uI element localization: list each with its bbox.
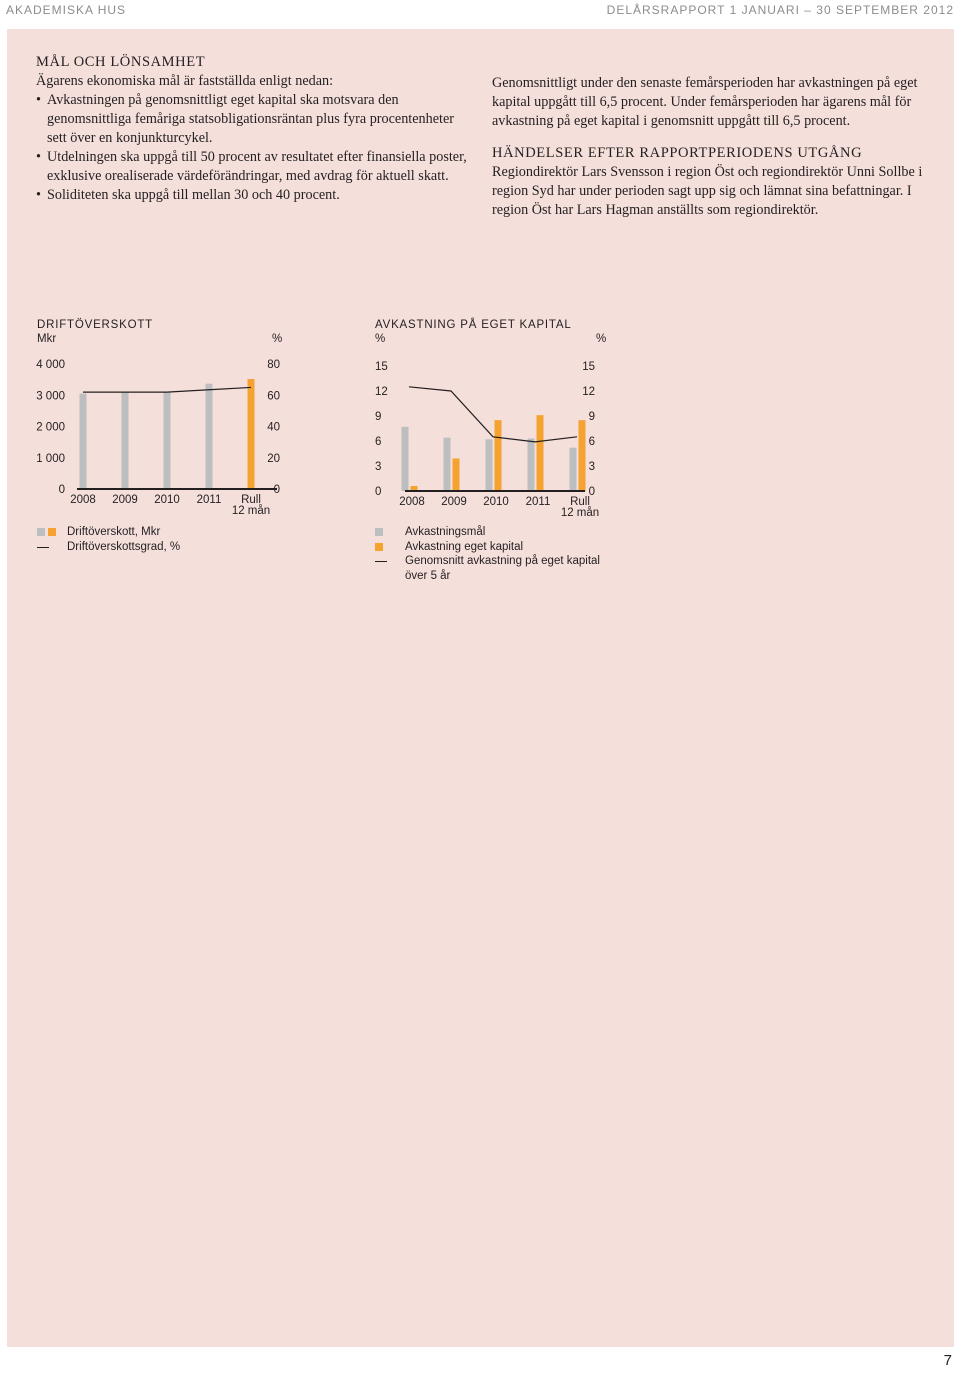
- category-label: 2011: [197, 494, 222, 506]
- category-label: Rull: [241, 494, 261, 506]
- left-tick-label: 3: [375, 461, 381, 473]
- left-axis-unit: Mkr: [37, 333, 57, 345]
- legend-swatch-orange: [48, 528, 56, 536]
- bar-return-equity: [452, 458, 460, 491]
- legend-item-average: Genomsnitt avkastning på eget kapital: [375, 554, 600, 569]
- bar-return-equity: [536, 415, 544, 491]
- bar-operating-surplus: [247, 379, 255, 489]
- left-tick-label: 0: [59, 484, 65, 496]
- category-label: 2008: [399, 496, 425, 508]
- bar-return-target: [443, 437, 451, 491]
- legend-item-line: Driftöverskottsgrad, %: [37, 540, 180, 555]
- legend-item-target: Avkastningsmål: [375, 525, 600, 540]
- header-company: AKADEMISKA HUS: [6, 3, 127, 17]
- left-tick-label: 15: [375, 361, 388, 373]
- bar-operating-surplus: [205, 383, 213, 489]
- events-section: Genomsnittligt under den senaste femårsp…: [492, 74, 932, 220]
- legend-swatch-gray: [375, 528, 383, 536]
- goals-bullet: Utdelningen ska uppgå till 50 procent av…: [36, 148, 472, 186]
- legend-swatch-line: [37, 546, 49, 548]
- bar-return-equity: [410, 486, 418, 491]
- legend-swatch-line: [375, 561, 387, 562]
- left-axis-unit: %: [375, 333, 386, 345]
- category-label: 2008: [70, 494, 96, 506]
- left-tick-label: 4 000: [36, 359, 65, 371]
- bar-return-target: [569, 447, 577, 491]
- left-tick-label: 2 000: [36, 422, 65, 434]
- right-tick-label: 40: [267, 422, 280, 434]
- chart-title: AVKASTNING PÅ EGET KAPITAL: [375, 319, 572, 331]
- right-tick-label: 0: [589, 486, 595, 498]
- return-on-equity-chart: AVKASTNING PÅ EGET KAPITAL % % 0 3 6 9 12 15 0…: [375, 319, 625, 589]
- right-tick-label: 6: [589, 436, 595, 448]
- left-tick-label: 1 000: [36, 453, 65, 465]
- chart-legend: Driftöverskott, Mkr Driftöverskottsgrad,…: [37, 525, 180, 554]
- goals-section: MÅL OCH LÖNSAMHET Ägarens ekonomiska mål…: [36, 52, 472, 205]
- events-paragraph: Regiondirektör Lars Svensson i region Ös…: [492, 164, 923, 218]
- operating-surplus-chart: DRIFTÖVERSKOTT Mkr % 0 1 000 2 000 3 000 4 0…: [36, 319, 287, 559]
- right-tick-label: 20: [267, 453, 280, 465]
- category-label: 12 mån: [561, 507, 599, 519]
- legend-swatch-gray: [37, 528, 45, 536]
- category-label: 2009: [441, 496, 467, 508]
- legend-item-return: Avkastning eget kapital: [375, 540, 600, 555]
- line-average-return: [408, 386, 578, 443]
- category-label: 12 mån: [232, 505, 270, 517]
- legend-label: Avkastningsmål: [405, 526, 486, 538]
- return-paragraph: Genomsnittligt under den senaste femårsp…: [492, 75, 918, 129]
- right-axis-unit: %: [272, 333, 283, 345]
- chart-title: DRIFTÖVERSKOTT: [37, 319, 153, 331]
- goals-list: Avkastningen på genomsnittligt eget kapi…: [36, 91, 472, 205]
- content-panel: [7, 29, 954, 1347]
- category-label: Rull: [570, 496, 590, 508]
- right-tick-label: 80: [267, 359, 280, 371]
- left-tick-label: 0: [375, 486, 381, 498]
- category-label: 2009: [112, 494, 138, 506]
- left-tick-label: 9: [375, 411, 381, 423]
- legend-label: Genomsnitt avkastning på eget kapital: [405, 555, 600, 567]
- goals-bullet: Avkastningen på genomsnittligt eget kapi…: [36, 91, 472, 148]
- header-report-title: DELÅRSRAPPORT 1 JANUARI – 30 SEPTEMBER 2…: [606, 3, 954, 17]
- left-tick-label: 12: [375, 386, 388, 398]
- events-heading: HÄNDELSER EFTER RAPPORTPERIODENS UTGÅNG: [492, 145, 863, 161]
- legend-label: Driftöverskott, Mkr: [67, 526, 161, 538]
- right-tick-label: 12: [582, 386, 595, 398]
- goals-heading: MÅL OCH LÖNSAMHET: [36, 54, 206, 70]
- category-label: 2010: [154, 494, 180, 506]
- bar-operating-surplus: [121, 392, 129, 489]
- right-tick-label: 60: [267, 390, 280, 402]
- goals-bullet: Soliditeten ska uppgå till mellan 30 och…: [36, 186, 472, 205]
- bar-return-equity: [578, 420, 586, 491]
- right-tick-label: 3: [589, 461, 595, 473]
- category-label: 2010: [483, 496, 509, 508]
- right-tick-label: 9: [589, 411, 595, 423]
- bar-return-target: [485, 439, 493, 491]
- line-operating-margin: [83, 386, 252, 393]
- legend-label: Driftöverskottsgrad, %: [67, 540, 181, 553]
- right-tick-label: 15: [582, 361, 595, 373]
- goals-intro: Ägarens ekonomiska mål är fastställda en…: [36, 73, 334, 89]
- page-number: 7: [943, 1352, 952, 1369]
- left-tick-label: 6: [375, 436, 381, 448]
- bar-return-target: [401, 426, 409, 491]
- left-tick-label: 3 000: [36, 390, 65, 402]
- bar-operating-surplus: [163, 392, 171, 489]
- right-axis-unit: %: [596, 333, 607, 345]
- chart-legend: Avkastningsmål Avkastning eget kapital G…: [375, 525, 600, 583]
- legend-item-bars: Driftöverskott, Mkr: [37, 525, 180, 540]
- bar-return-equity: [494, 420, 502, 491]
- category-label: 2011: [526, 496, 551, 508]
- legend-swatch-orange: [375, 542, 383, 551]
- legend-label: Avkastning eget kapital: [405, 540, 524, 553]
- legend-item-average-cont: över 5 år: [375, 569, 600, 584]
- legend-label: över 5 år: [405, 569, 451, 582]
- bar-operating-surplus: [79, 393, 87, 489]
- bar-return-target: [527, 438, 535, 491]
